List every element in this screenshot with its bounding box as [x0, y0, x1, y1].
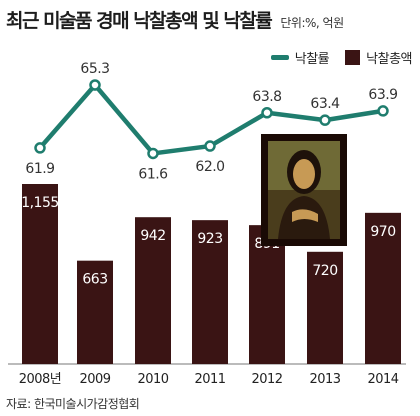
rate-value-label-1: 65.3	[80, 61, 109, 77]
bar-1	[77, 260, 113, 364]
legend-bar-swatch	[345, 50, 361, 65]
mona-lisa-painting-icon	[261, 134, 347, 246]
x-tick-label-1: 2009	[79, 372, 110, 387]
x-tick-label-5: 2013	[309, 372, 340, 387]
painting-hands	[292, 209, 318, 222]
rate-value-label-4: 63.8	[252, 89, 281, 105]
bar-2	[135, 217, 171, 364]
rate-point-0	[34, 142, 46, 154]
rate-point-6	[377, 105, 389, 117]
x-tick-label-2: 2010	[137, 372, 168, 387]
source-note: 자료: 한국미술시가감정협회	[6, 397, 140, 411]
bar-value-label-5: 720	[312, 263, 337, 279]
bar-0	[22, 184, 58, 364]
rate-point-1	[89, 79, 101, 91]
bar-5	[307, 251, 343, 364]
rate-point-5	[319, 114, 331, 126]
rate-value-label-0: 61.9	[25, 161, 54, 177]
rate-point-3	[204, 140, 216, 152]
bar-value-label-1: 663	[82, 272, 107, 288]
unit-note: 단위:%, 억원	[280, 16, 344, 30]
bar-6	[365, 212, 401, 364]
rate-value-label-3: 62.0	[195, 159, 224, 175]
rate-value-label-5: 63.4	[310, 96, 340, 112]
chart-title: 최근 미술품 경매 낙찰총액 및 낙찰률	[6, 10, 273, 32]
x-tick-label-0: 2008년	[19, 372, 62, 387]
rate-value-label-2: 61.6	[138, 166, 168, 182]
rate-point-2	[147, 147, 159, 160]
bar-value-label-0: 1,155	[21, 195, 59, 211]
rate-point-4	[261, 107, 273, 119]
x-tick-label-6: 2014	[367, 372, 398, 387]
legend-line-label: 낙찰률	[294, 52, 330, 67]
legend-bar-label: 낙찰총액	[366, 52, 412, 67]
title-block: 최근 미술품 경매 낙찰총액 및 낙찰률 단위:%, 억원	[6, 6, 344, 33]
x-tick-label-4: 2012	[251, 372, 282, 387]
x-tick-label-3: 2011	[194, 372, 225, 387]
bar-value-label-2: 942	[140, 228, 165, 244]
bar-4	[249, 225, 285, 364]
bar-3	[192, 220, 228, 364]
painting-face	[293, 159, 315, 189]
legend: 낙찰률 낙찰총액	[270, 48, 412, 67]
rate-value-label-6: 63.9	[368, 87, 397, 103]
bar-value-label-6: 970	[370, 224, 395, 240]
legend-line-swatch	[270, 55, 289, 60]
bar-value-label-3: 923	[197, 231, 222, 247]
